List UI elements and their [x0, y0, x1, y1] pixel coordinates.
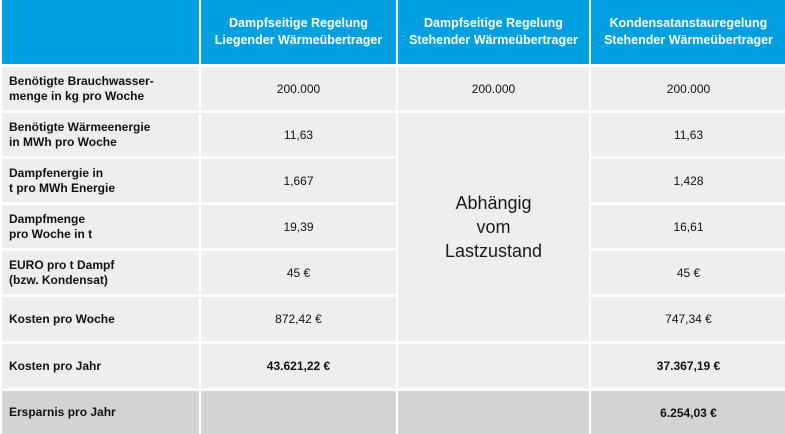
row-label-line1: Dampfmenge: [9, 211, 86, 226]
row-label-line1: EURO pro t Dampf: [9, 257, 115, 272]
cell-value: 37.367,19 €: [591, 344, 785, 388]
cell-value: 45 €: [201, 251, 396, 294]
row-label-brauchwassermenge: Benötigte Brauchwasser- menge in kg pro …: [2, 67, 199, 110]
row-label-kosten-pro-woche: Kosten pro Woche: [2, 297, 199, 341]
row-label-waermeenergie: Benötigte Wärmeenergie in MWh pro Woche: [2, 113, 199, 156]
cell-value: 11,63: [591, 113, 785, 156]
row-label-euro-pro-t-dampf: EURO pro t Dampf (bzw. Kondensat): [2, 251, 199, 294]
cell-value: 200.000: [591, 67, 785, 110]
header-col-kondensat-line2: Stehender Wärmeübertrager: [604, 33, 773, 47]
row-label-dampfmenge: Dampfmenge pro Woche in t: [2, 205, 199, 248]
row-label-line2: pro Woche in t: [9, 226, 93, 241]
cell-value: 45 €: [591, 251, 785, 294]
row-label-kosten-pro-jahr: Kosten pro Jahr: [2, 344, 199, 388]
savings-value: 6.254,03 €: [591, 391, 785, 434]
header-col-kondensat-line1: Kondensatanstauregelung: [609, 16, 768, 30]
row-label-line1: Kosten pro Jahr: [9, 358, 102, 373]
empty-cell: [398, 391, 589, 434]
cell-value: 1,667: [201, 159, 396, 202]
merged-load-dependent-cell: Abhängig vom Lastzustand: [398, 113, 589, 341]
row-label-line2: (bzw. Kondensat): [9, 272, 108, 287]
row-label-line2: t pro MWh Energie: [9, 180, 115, 195]
empty-cell: [201, 391, 396, 434]
header-col-kondensat: Kondensatanstauregelung Stehender Wärmeü…: [591, 0, 785, 64]
row-label-ersparnis-pro-jahr: Ersparnis pro Jahr: [2, 391, 199, 434]
header-col-stehend-line1: Dampfseitige Regelung: [424, 16, 563, 30]
header-corner: [2, 0, 199, 64]
empty-cell: [398, 344, 589, 388]
row-label-line1: Kosten pro Woche: [9, 311, 115, 326]
cell-value: 16,61: [591, 205, 785, 248]
cell-value: 747,34 €: [591, 297, 785, 341]
header-col-liegend-line2: Liegender Wärmeübertrager: [214, 33, 383, 47]
cell-value: 43.621,22 €: [201, 344, 396, 388]
merged-line2: vom: [476, 217, 511, 237]
cell-value: 200.000: [398, 67, 589, 110]
row-label-line2: menge in kg pro Woche: [9, 88, 145, 103]
cell-value: 872,42 €: [201, 297, 396, 341]
row-label-line2: in MWh pro Woche: [9, 134, 117, 149]
header-col-stehend-line2: Stehender Wärmeübertrager: [409, 33, 578, 47]
cell-value: 11,63: [201, 113, 396, 156]
header-col-stehend: Dampfseitige Regelung Stehender Wärmeübe…: [398, 0, 589, 64]
header-col-liegend: Dampfseitige Regelung Liegender Wärmeübe…: [201, 0, 396, 64]
row-label-line1: Benötigte Brauchwasser-: [9, 73, 154, 88]
merged-line3: Lastzustand: [444, 241, 543, 261]
row-label-line1: Dampfenergie in: [9, 165, 104, 180]
merged-line1: Abhängig: [455, 193, 532, 213]
cell-value: 200.000: [201, 67, 396, 110]
row-label-line1: Ersparnis pro Jahr: [9, 405, 116, 419]
cell-value: 1,428: [591, 159, 785, 202]
cell-value: 19,39: [201, 205, 396, 248]
row-label-dampfenergie: Dampfenergie in t pro MWh Energie: [2, 159, 199, 202]
header-col-liegend-line1: Dampfseitige Regelung: [229, 16, 368, 30]
row-label-line1: Benötigte Wärmeenergie: [9, 119, 151, 134]
